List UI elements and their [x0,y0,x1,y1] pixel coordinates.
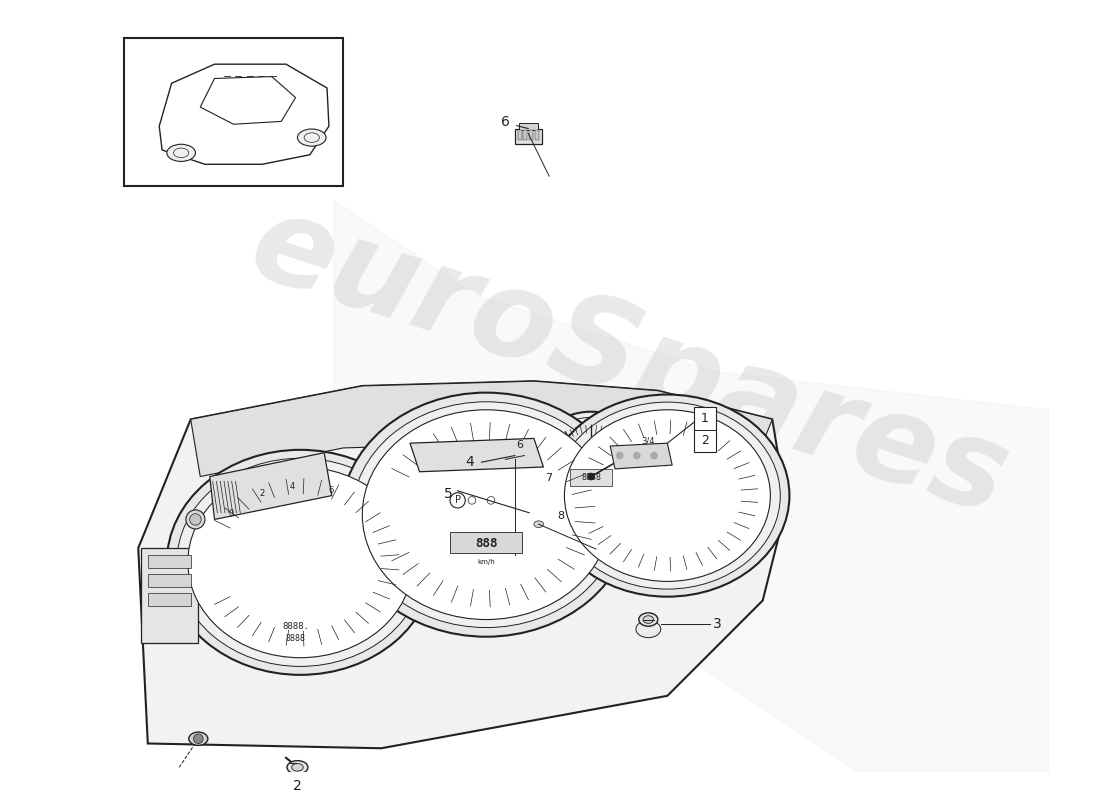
Bar [124,38,343,186]
Text: 888: 888 [475,537,497,550]
Ellipse shape [167,450,433,675]
Text: 3/4: 3/4 [641,436,656,445]
Ellipse shape [530,518,548,530]
Text: 4: 4 [289,482,295,491]
Circle shape [587,473,595,480]
Circle shape [540,425,642,528]
Bar [147,574,190,587]
Ellipse shape [644,616,653,623]
Text: P: P [454,495,461,506]
Text: euroSpares: euroSpares [236,185,1022,539]
Text: 8888: 8888 [581,473,601,482]
Bar [515,129,541,144]
FancyBboxPatch shape [694,407,715,452]
Text: 2: 2 [701,434,708,447]
Text: 0: 0 [229,509,233,518]
Ellipse shape [554,402,780,589]
Ellipse shape [292,763,304,771]
Polygon shape [410,438,543,472]
Text: 2: 2 [293,779,301,794]
Ellipse shape [534,549,544,557]
Text: 3: 3 [713,618,722,631]
Polygon shape [503,522,536,561]
Bar [450,532,522,553]
Polygon shape [190,381,772,477]
Ellipse shape [362,410,611,619]
Ellipse shape [352,402,620,627]
Circle shape [650,452,658,459]
Bar [535,130,539,140]
Circle shape [186,510,205,529]
Circle shape [616,452,624,459]
Circle shape [189,514,201,525]
Polygon shape [610,443,672,469]
Bar [529,130,534,140]
Bar [524,130,527,140]
Polygon shape [210,453,332,519]
Text: 8888.: 8888. [282,622,309,631]
Text: 7: 7 [544,474,552,483]
Ellipse shape [564,410,770,582]
Text: 2: 2 [260,489,265,498]
Text: 8: 8 [557,511,564,522]
Polygon shape [333,200,1048,772]
Text: 5: 5 [443,486,452,501]
Circle shape [532,418,650,536]
Text: km/h: km/h [477,559,495,566]
Ellipse shape [546,394,790,597]
Bar [147,554,190,568]
Bar [519,123,538,130]
Ellipse shape [188,467,412,658]
Text: 8888: 8888 [286,634,306,642]
Polygon shape [651,453,670,482]
Ellipse shape [341,393,631,637]
Text: 6: 6 [500,115,509,129]
Text: since 1985: since 1985 [518,444,778,566]
Circle shape [634,452,640,459]
Polygon shape [139,381,786,748]
Ellipse shape [287,761,308,774]
Polygon shape [517,422,666,546]
Ellipse shape [189,732,208,746]
Ellipse shape [167,144,196,162]
Ellipse shape [297,129,326,146]
Bar [141,548,198,643]
Text: 6: 6 [329,486,334,495]
Ellipse shape [636,621,661,638]
Text: 6: 6 [516,440,524,450]
Circle shape [526,412,656,542]
Text: 1: 1 [701,412,708,425]
Text: 4: 4 [465,455,474,470]
Ellipse shape [177,458,424,666]
Ellipse shape [639,613,658,626]
Text: a passion for parts: a passion for parts [378,427,710,564]
Ellipse shape [534,521,543,527]
Circle shape [194,734,204,743]
Bar [518,130,521,140]
Bar [570,469,612,486]
Bar [147,593,190,606]
